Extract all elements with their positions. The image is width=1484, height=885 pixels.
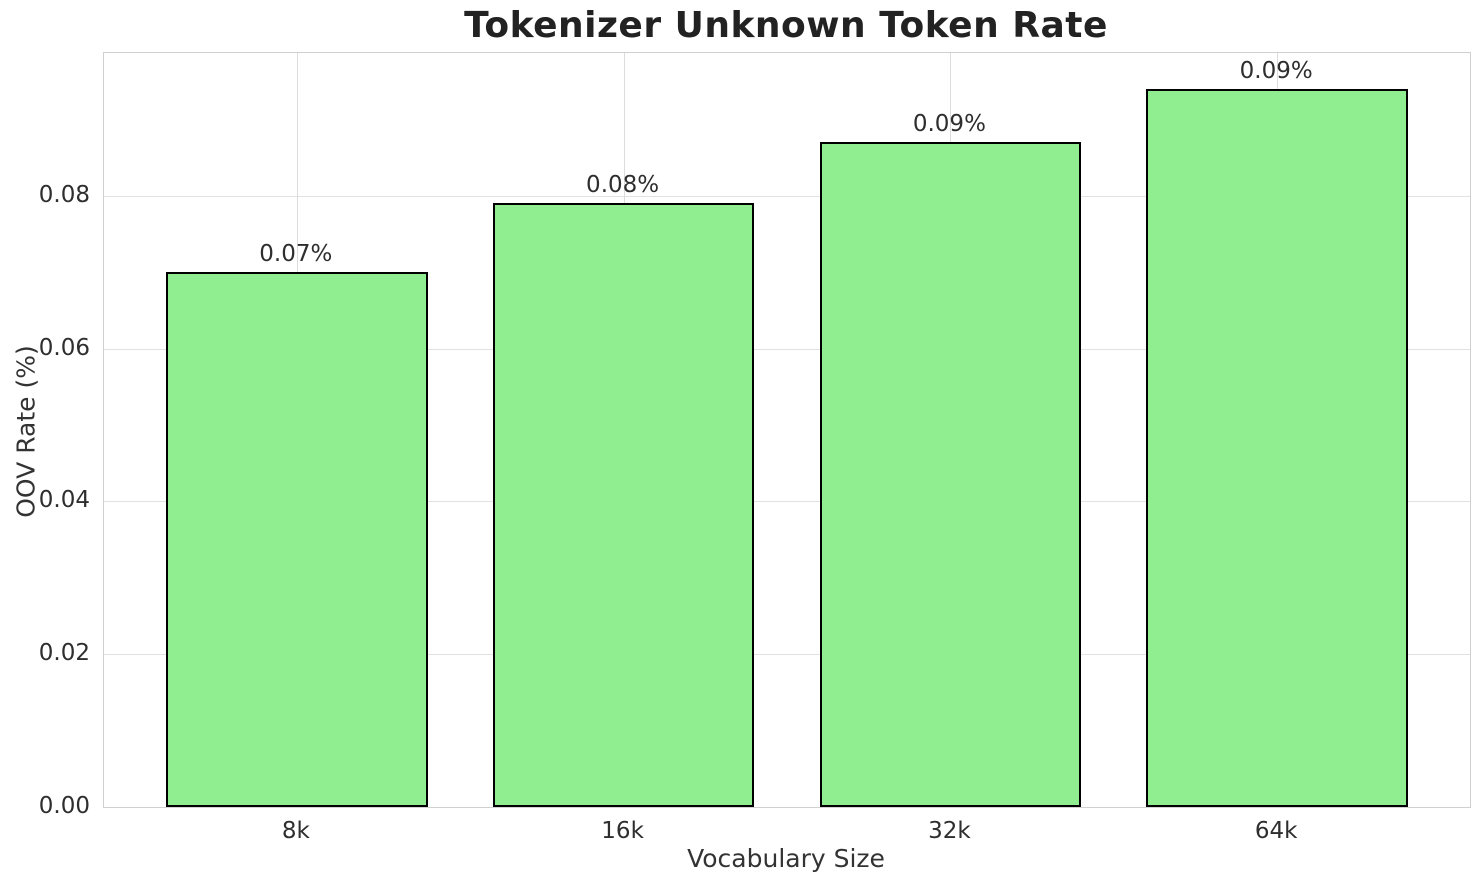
- bar: [166, 272, 428, 807]
- bar: [819, 142, 1082, 807]
- y-tick-label: 0.06: [38, 334, 90, 361]
- h-gridline: [104, 348, 1470, 350]
- y-tick-label: 0.00: [38, 793, 90, 819]
- h-gridline: [104, 195, 1470, 197]
- x-tick-label: 32k: [928, 818, 971, 844]
- bar-value-label: 0.08%: [586, 172, 660, 199]
- bar: [1146, 88, 1408, 807]
- y-axis-label: OOV Rate (%): [11, 345, 41, 518]
- h-gridline: [104, 501, 1470, 503]
- plot-area: [103, 52, 1471, 808]
- bar: [492, 203, 755, 807]
- y-tick-label: 0.04: [38, 487, 90, 514]
- x-tick-label: 16k: [601, 818, 644, 844]
- x-tick-label: 64k: [1254, 818, 1298, 844]
- y-tick-label: 0.08: [38, 181, 90, 208]
- x-axis-label: Vocabulary Size: [687, 844, 885, 873]
- y-tick-label: 0.02: [38, 640, 90, 667]
- chart-title: Tokenizer Unknown Token Rate: [464, 5, 1108, 46]
- bar-value-label: 0.07%: [259, 241, 333, 268]
- h-gridline: [104, 654, 1470, 656]
- bar-value-label: 0.09%: [1239, 57, 1313, 84]
- x-tick-label: 8k: [281, 818, 310, 844]
- bar-value-label: 0.09%: [912, 111, 986, 138]
